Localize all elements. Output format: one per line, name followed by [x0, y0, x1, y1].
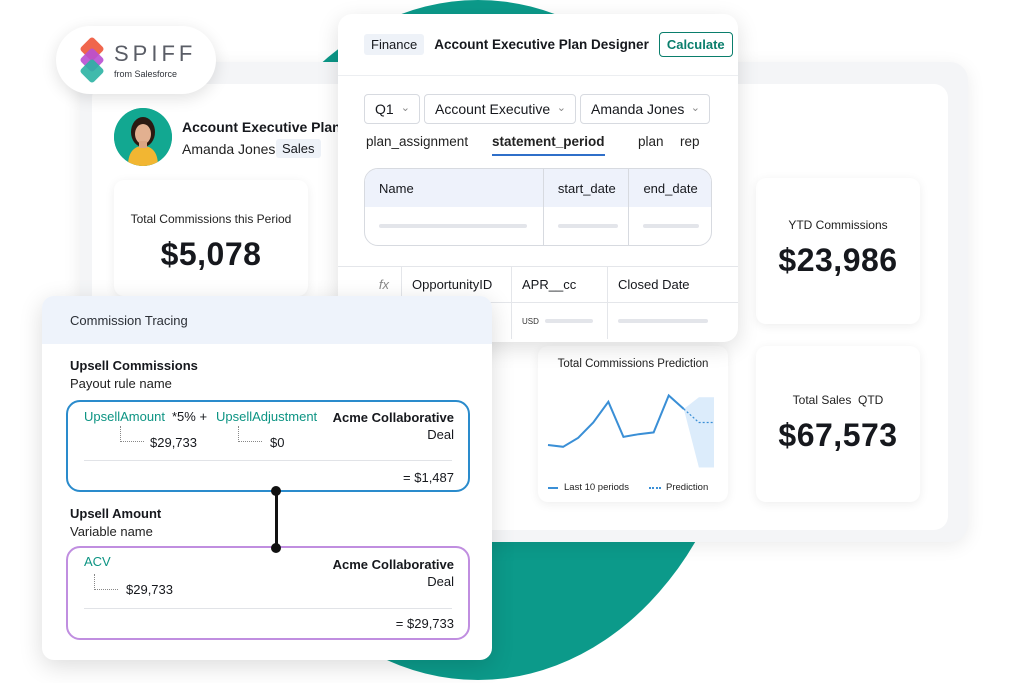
prediction-chart	[547, 393, 714, 468]
plan-designer-window: Finance Account Executive Plan Designer …	[338, 14, 738, 342]
variable-acv[interactable]: ACV	[84, 554, 111, 569]
plan-title: Account Executive Plan	[182, 119, 341, 135]
period-commissions-label: Total Commissions this Period	[130, 212, 292, 226]
ytd-commissions-label: YTD Commissions	[788, 218, 888, 232]
statement-period-table: Name start_date end_date	[364, 168, 712, 246]
legend-label-prediction: Prediction	[666, 482, 709, 493]
table-row	[365, 207, 711, 245]
tab-statement-period[interactable]: statement_period	[492, 134, 605, 156]
role-badge: Sales	[276, 139, 321, 158]
tab-plan[interactable]: plan	[638, 134, 664, 149]
tab-rep[interactable]: rep	[680, 134, 700, 149]
column-header-closed-date: Closed Date	[618, 277, 690, 292]
chevron-down-icon: ⌄	[690, 102, 700, 114]
qtd-sales-card: Total Sales QTD $67,573	[756, 346, 920, 502]
trace-connector	[275, 491, 278, 548]
legend-item-last-periods: Last 10 periods	[548, 482, 629, 493]
variable-card[interactable]: ACV Acme Collaborative Deal $29,733 = $2…	[66, 546, 470, 640]
period-commissions-card: Total Commissions this Period $5,078	[114, 180, 308, 296]
opportunity-table: fx OpportunityID APR__cc Closed Date USD	[338, 266, 738, 342]
upsell-amount-title: Upsell Amount	[70, 506, 162, 521]
role-select-value: Account Executive	[435, 101, 551, 117]
formula-operator: *5% +	[172, 409, 208, 424]
formula-variable-upsell-amount[interactable]: UpsellAmount	[84, 409, 165, 424]
qtd-sales-label: Total Sales QTD	[792, 393, 884, 407]
chevron-down-icon: ⌄	[556, 102, 566, 114]
rep-select-value: Amanda Jones	[591, 101, 685, 117]
qtd-sales-value: $67,573	[778, 417, 898, 453]
legend-item-prediction: Prediction	[649, 482, 708, 493]
spiff-logo-icon	[79, 36, 105, 84]
payout-rule-card[interactable]: UpsellAmount *5% + UpsellAdjustment Acme…	[66, 400, 470, 492]
ytd-commissions-card: YTD Commissions $23,986	[756, 178, 920, 324]
variable-name-label: Variable name	[70, 524, 153, 539]
chevron-down-icon: ⌄	[400, 102, 410, 114]
rep-select[interactable]: Amanda Jones ⌄	[580, 94, 710, 124]
formula-icon: fx	[338, 267, 402, 302]
finance-tag: Finance	[364, 34, 425, 55]
upsell-amount-value: $29,733	[150, 435, 197, 450]
period-commissions-value: $5,078	[160, 236, 262, 272]
avatar	[114, 108, 172, 166]
ytd-commissions-value: $23,986	[778, 242, 898, 278]
commission-tracing-panel: Commission Tracing Upsell Commissions Pa…	[42, 296, 492, 660]
currency-label: USD	[522, 316, 539, 326]
legend-label-last-periods: Last 10 periods	[564, 482, 629, 493]
rep-name: Amanda Jones	[182, 141, 276, 157]
designer-title: Account Executive Plan Designer	[434, 37, 649, 52]
tab-plan-assignment[interactable]: plan_assignment	[366, 134, 469, 149]
column-header-name: Name	[365, 169, 544, 207]
account-name: Acme Collaborative	[332, 410, 454, 425]
spiff-logo: SPIFF from Salesforce	[56, 26, 216, 94]
account-name: Acme Collaborative	[332, 557, 454, 572]
prediction-chart-card: Total Commissions Prediction Last 10 per…	[538, 346, 728, 502]
column-header-start-date: start_date	[544, 169, 630, 207]
variable-result: = $29,733	[395, 616, 454, 631]
calculate-button[interactable]: Calculate	[658, 32, 733, 57]
period-select[interactable]: Q1 ⌄	[364, 94, 420, 124]
connector-dot	[271, 486, 281, 496]
logo-wordmark: SPIFF	[114, 41, 197, 66]
payout-result: = $1,487	[403, 470, 454, 485]
acv-value: $29,733	[126, 582, 173, 597]
prediction-band	[683, 397, 714, 468]
series-line-prediction	[683, 408, 714, 424]
connector-dot	[271, 543, 281, 553]
formula-variable-upsell-adjustment[interactable]: UpsellAdjustment	[216, 409, 318, 424]
column-header-opportunity-id: OpportunityID	[402, 267, 512, 302]
chart-title: Total Commissions Prediction	[557, 358, 709, 370]
column-header-end-date: end_date	[643, 180, 698, 196]
role-select[interactable]: Account Executive ⌄	[424, 94, 576, 124]
series-line-last-periods	[547, 393, 685, 448]
record-type: Deal	[427, 427, 454, 442]
record-type: Deal	[427, 574, 454, 589]
upsell-adjustment-value: $0	[270, 435, 285, 450]
upsell-commissions-title: Upsell Commissions	[70, 358, 198, 373]
tracing-header: Commission Tracing	[42, 296, 492, 344]
logo-subtitle: from Salesforce	[114, 69, 178, 79]
column-header-apr: APR__cc	[512, 267, 608, 302]
period-select-value: Q1	[375, 101, 394, 117]
payout-rule-label: Payout rule name	[70, 376, 172, 391]
